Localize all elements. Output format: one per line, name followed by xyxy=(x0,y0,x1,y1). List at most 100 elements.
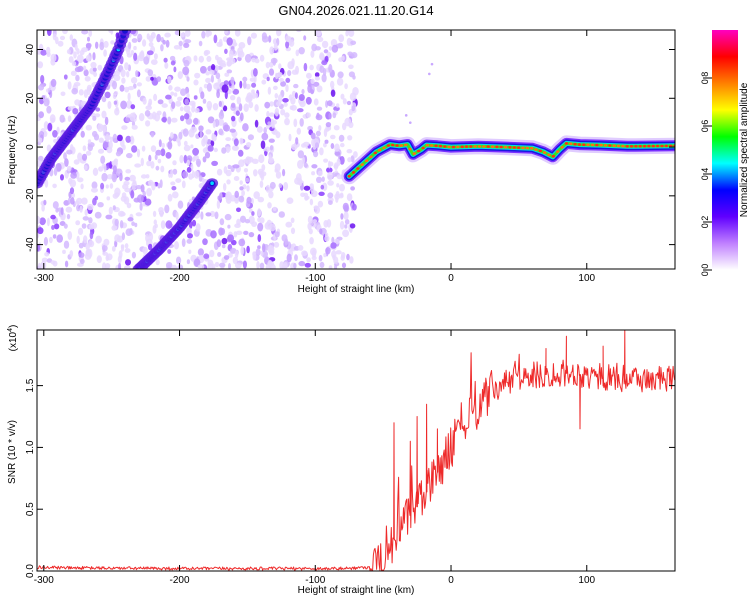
noise-blob xyxy=(120,69,126,78)
noise-blob xyxy=(350,155,355,163)
noise-blob xyxy=(218,128,224,136)
noise-blob xyxy=(155,165,160,171)
noise-blob xyxy=(268,138,275,143)
noise-blob xyxy=(60,174,64,181)
noise-blob xyxy=(308,228,313,235)
noise-blob xyxy=(184,113,190,120)
noise-blob xyxy=(303,62,308,72)
noise-blob xyxy=(92,130,98,138)
noise-blob xyxy=(99,41,105,51)
noise-blob xyxy=(59,221,66,226)
noise-blob xyxy=(170,169,174,178)
noise-blob xyxy=(303,192,309,197)
noise-blob xyxy=(64,260,69,268)
noise-blob xyxy=(114,218,119,227)
noise-blob xyxy=(305,96,312,105)
noise-blob xyxy=(260,172,265,181)
noise-blob xyxy=(161,116,167,123)
noise-blob xyxy=(194,170,200,179)
signal-peak xyxy=(417,149,421,153)
signal-peak xyxy=(530,146,534,150)
y-tick-label: 0.0 xyxy=(25,564,36,578)
noise-blob xyxy=(150,132,155,138)
noise-blob xyxy=(229,128,236,133)
noise-blob xyxy=(74,99,81,106)
signal-peak xyxy=(625,145,629,148)
noise-blob xyxy=(105,184,109,189)
noise-blob xyxy=(224,213,232,221)
noise-blob xyxy=(228,57,236,65)
noise-blob xyxy=(98,137,104,143)
noise-blob xyxy=(179,155,184,164)
noise-blob xyxy=(211,160,219,166)
noise-blob xyxy=(160,148,166,157)
noise-blob xyxy=(155,149,162,156)
noise-blob xyxy=(37,262,42,269)
noise-blob xyxy=(259,180,264,188)
noise-blob xyxy=(146,33,150,40)
noise-blob xyxy=(55,207,59,213)
noise-blob xyxy=(303,35,307,41)
noise-blob xyxy=(43,98,50,107)
noise-blob xyxy=(312,81,320,87)
noise-blob xyxy=(186,259,190,265)
signal-peak xyxy=(560,146,564,149)
noise-blob xyxy=(290,227,296,235)
noise-blob xyxy=(83,65,87,71)
noise-blob xyxy=(38,155,44,162)
noise-blob xyxy=(296,127,301,135)
noise-blob xyxy=(344,224,348,229)
signal-peak xyxy=(599,143,603,147)
noise-blob xyxy=(306,257,311,263)
noise-blob xyxy=(245,83,251,90)
noise-blob xyxy=(63,74,68,80)
noise-blob xyxy=(75,220,81,226)
noise-blob xyxy=(111,160,118,167)
signal-peak xyxy=(351,171,356,174)
noise-blob xyxy=(261,35,269,43)
noise-blob xyxy=(165,94,172,100)
noise-blob xyxy=(238,42,246,49)
signal-peak xyxy=(369,155,373,159)
noise-blob xyxy=(103,49,107,57)
noise-blob xyxy=(167,116,172,125)
signal-peak xyxy=(451,145,456,149)
noise-blob xyxy=(303,162,308,168)
noise-blob xyxy=(349,256,354,264)
signal-peak xyxy=(434,144,438,148)
noise-blob xyxy=(118,262,122,269)
noise-blob xyxy=(131,251,136,259)
noise-blob xyxy=(247,134,254,141)
noise-blob xyxy=(213,147,218,153)
noise-blob xyxy=(115,107,119,112)
noise-blob xyxy=(237,149,244,157)
noise-blob xyxy=(267,245,275,254)
noise-blob xyxy=(150,76,154,81)
noise-blob xyxy=(171,264,178,269)
noise-blob xyxy=(92,167,99,176)
signal-peak xyxy=(486,145,490,148)
noise-blob xyxy=(332,112,337,119)
noise-blob xyxy=(69,34,74,41)
noise-blob xyxy=(213,34,218,44)
noise-blob xyxy=(331,44,339,53)
colorbar-tick-label: 0.8 xyxy=(700,72,710,85)
noise-blob xyxy=(93,71,98,77)
noise-blob xyxy=(177,200,184,209)
noise-blob xyxy=(317,200,324,208)
noise-blob xyxy=(130,77,138,84)
noise-blob xyxy=(246,142,252,148)
noise-blob xyxy=(284,238,289,246)
noise-blob xyxy=(68,56,74,63)
noise-blob xyxy=(37,215,41,225)
noise-blob xyxy=(184,30,191,37)
noise-blob xyxy=(133,52,138,61)
noise-blob xyxy=(120,195,127,202)
noise-blob xyxy=(218,111,225,120)
noise-blob xyxy=(261,243,266,253)
noise-blob xyxy=(142,97,147,105)
noise-blob xyxy=(251,82,257,88)
noise-blob xyxy=(347,135,353,141)
noise-blob xyxy=(139,202,143,211)
